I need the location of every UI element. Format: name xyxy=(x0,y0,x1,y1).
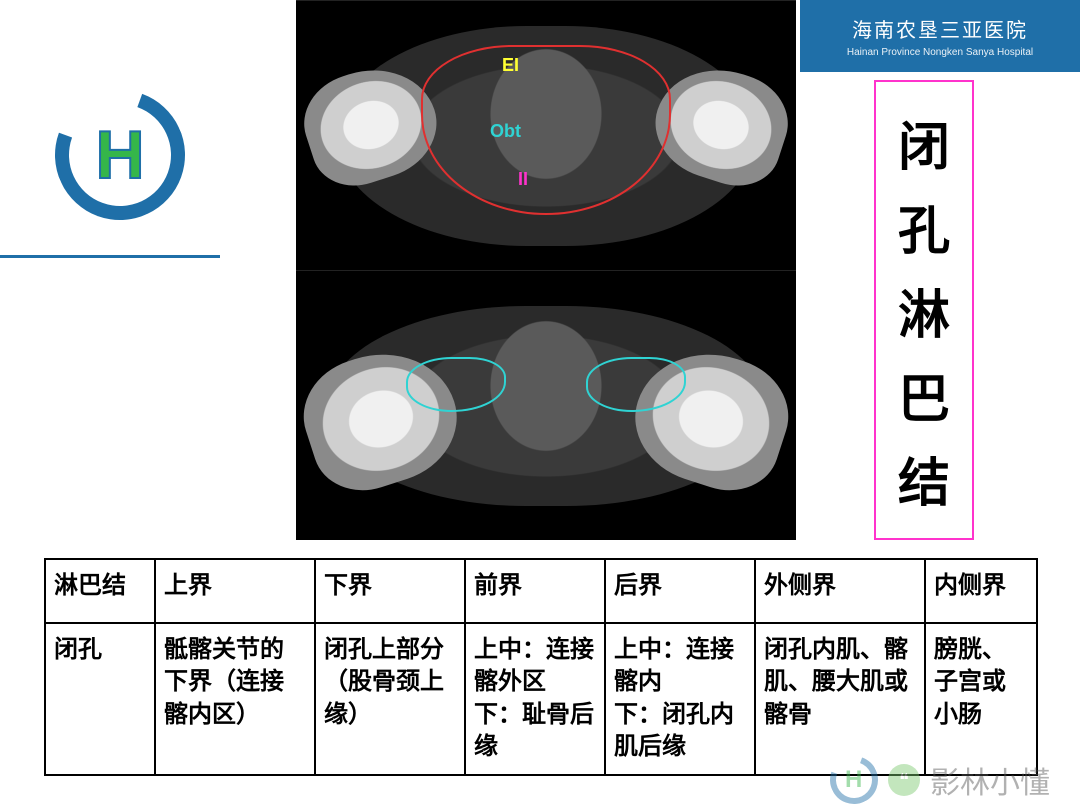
vtitle-char: 孔 xyxy=(898,189,950,264)
vtitle-char: 巴 xyxy=(898,357,950,432)
col-lateral: 外侧界 xyxy=(755,559,925,623)
col-posterior: 后界 xyxy=(605,559,755,623)
col-lymph: 淋巴结 xyxy=(45,559,155,623)
vertical-title: 闭 孔 淋 巴 结 xyxy=(874,80,974,540)
logo-ring: H xyxy=(34,69,207,242)
boundaries-table: 淋巴结 上界 下界 前界 后界 外侧界 内侧界 闭孔 骶髂关节的下界（连接髂内区… xyxy=(44,558,1038,776)
logo-underline xyxy=(0,255,220,258)
ct-image-panel: EI Obt II xyxy=(296,0,796,540)
ct-slice-upper: EI Obt II xyxy=(296,0,796,270)
watermark-logo-icon: H xyxy=(822,748,886,812)
hospital-name-cn: 海南农垦三亚医院 xyxy=(800,14,1080,43)
cell-posterior: 上中：连接髂内 下：闭孔内肌后缘 xyxy=(605,623,755,775)
vtitle-char: 结 xyxy=(898,441,950,516)
col-inferior: 下界 xyxy=(315,559,465,623)
hospital-header: 海南农垦三亚医院 Hainan Province Nongken Sanya H… xyxy=(800,0,1080,72)
footer-watermark: H ❝ 影林小懂 xyxy=(830,756,1050,804)
vtitle-char: 闭 xyxy=(898,105,950,180)
watermark-text: 影林小懂 xyxy=(930,758,1050,802)
cell-anterior: 上中：连接髂外区 下：耻骨后缘 xyxy=(465,623,605,775)
table-header-row: 淋巴结 上界 下界 前界 后界 外侧界 内侧界 xyxy=(45,559,1037,623)
cell-superior: 骶髂关节的下界（连接髂内区） xyxy=(155,623,315,775)
cell-lateral: 闭孔内肌、髂肌、腰大肌或髂骨 xyxy=(755,623,925,775)
ct-label-II: II xyxy=(518,169,528,190)
cell-lymph: 闭孔 xyxy=(45,623,155,775)
cell-medial: 膀胱、子宫或小肠 xyxy=(925,623,1037,775)
col-medial: 内侧界 xyxy=(925,559,1037,623)
ct-label-EI: EI xyxy=(502,55,519,76)
col-anterior: 前界 xyxy=(465,559,605,623)
col-superior: 上界 xyxy=(155,559,315,623)
ct-slice-lower xyxy=(296,270,796,540)
ct-label-Obt: Obt xyxy=(490,121,521,142)
table-row: 闭孔 骶髂关节的下界（连接髂内区） 闭孔上部分（股骨颈上缘） 上中：连接髂外区 … xyxy=(45,623,1037,775)
hospital-logo: H xyxy=(20,90,220,220)
logo-letter: H xyxy=(85,120,155,190)
hospital-name-en: Hainan Province Nongken Sanya Hospital xyxy=(800,47,1080,58)
wechat-icon: ❝ xyxy=(888,764,920,796)
cell-inferior: 闭孔上部分（股骨颈上缘） xyxy=(315,623,465,775)
vtitle-char: 淋 xyxy=(898,273,950,348)
